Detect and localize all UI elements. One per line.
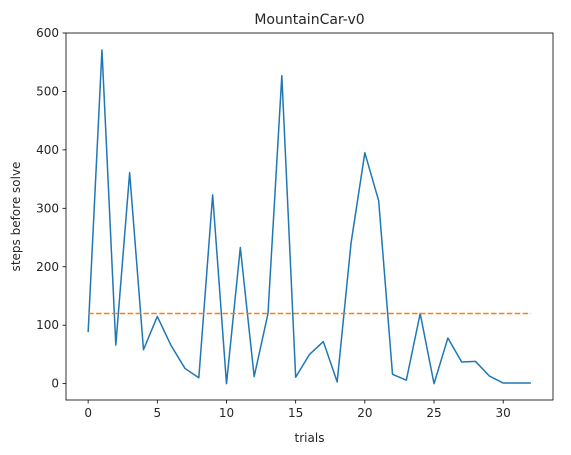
x-tick-label: 0 [84, 406, 92, 420]
y-axis-ticks: 0 100 200 300 400 500 600 [36, 26, 66, 391]
y-axis-label: steps before solve [9, 162, 23, 272]
x-tick-label: 15 [288, 406, 303, 420]
series-layer [87, 49, 531, 385]
y-tick-label: 400 [36, 143, 59, 157]
series-line-steps [87, 49, 531, 385]
y-tick-label: 200 [36, 260, 59, 274]
y-tick-label: 100 [36, 318, 59, 332]
y-tick-label: 300 [36, 201, 59, 215]
x-tick-label: 10 [219, 406, 234, 420]
x-axis-ticks: 0 5 10 15 20 25 30 [84, 400, 511, 420]
x-tick-label: 25 [426, 406, 441, 420]
chart-title: MountainCar-v0 [254, 12, 364, 28]
y-tick-label: 600 [36, 26, 59, 40]
y-tick-label: 0 [51, 377, 59, 391]
x-tick-label: 20 [357, 406, 372, 420]
y-tick-label: 500 [36, 84, 59, 98]
x-tick-label: 5 [153, 406, 161, 420]
x-tick-label: 30 [496, 406, 511, 420]
plot-frame [65, 32, 554, 401]
x-axis-label: trials [295, 431, 325, 445]
